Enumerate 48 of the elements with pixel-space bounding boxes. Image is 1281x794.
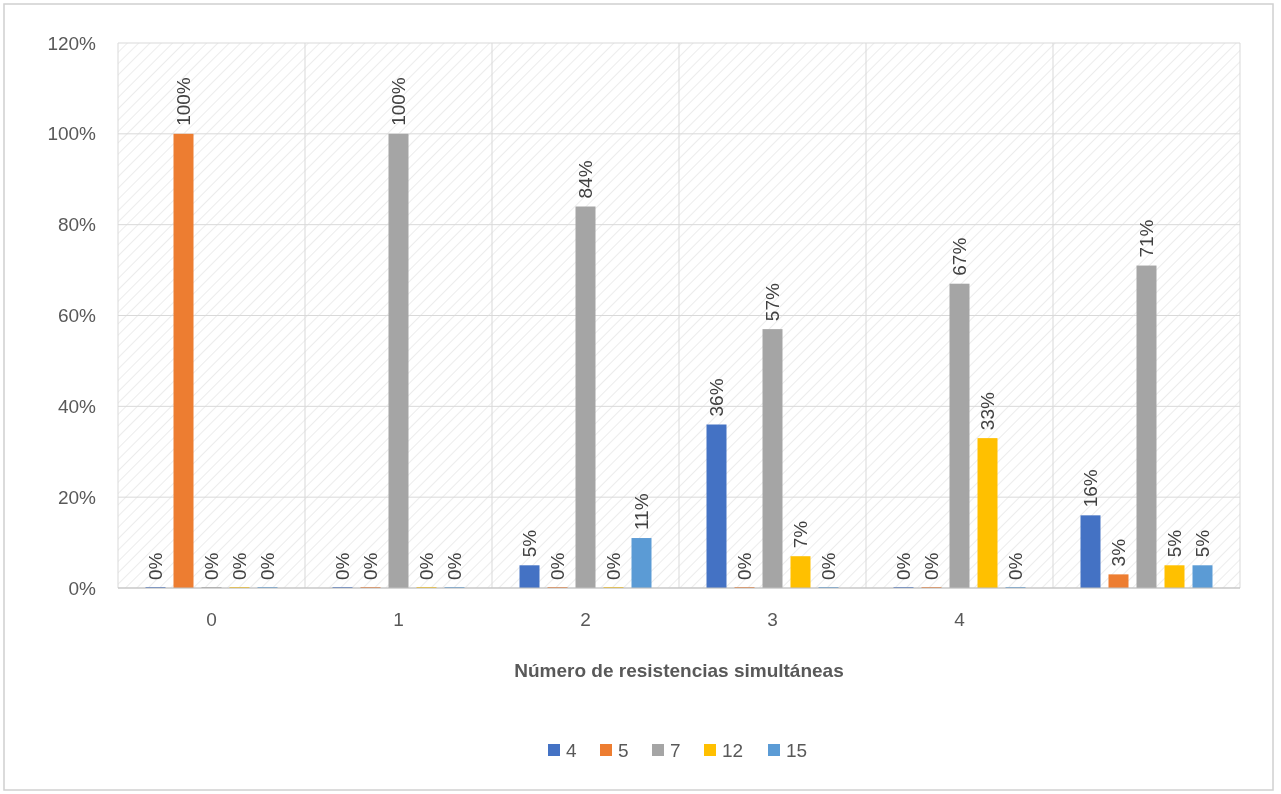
data-label: 5% [1191,529,1213,558]
y-tick-label: 80% [57,214,97,236]
data-label: 0% [228,552,250,580]
legend-label: 15 [786,739,808,761]
x-axis-title: Número de resistencias simultáneas [514,660,844,681]
y-tick-label: 60% [57,305,97,327]
y-tick-label: 120% [47,32,97,54]
data-label: 5% [1163,529,1185,558]
legend-label: 4 [566,739,577,761]
data-label: 5% [518,529,540,558]
data-label: 0% [256,552,278,580]
data-label: 0% [602,552,624,580]
data-label: 0% [443,552,465,580]
data-label: 0% [359,552,381,580]
data-label: 67% [948,237,970,276]
y-tick-label: 100% [47,123,97,145]
y-tick-label: 0% [68,577,97,599]
data-label: 0% [1004,552,1026,580]
data-label: 33% [976,391,998,431]
data-label: 0% [892,552,914,580]
data-label: 0% [415,552,437,580]
data-label: 57% [761,282,783,322]
data-label: 0% [546,552,568,580]
data-label: 0% [733,552,755,580]
data-label: 0% [200,552,222,580]
y-tick-label: 20% [57,486,97,508]
data-label: 100% [172,77,194,126]
x-tick-label: 0 [206,609,217,630]
data-label: 7% [789,520,811,549]
legend-label: 7 [670,739,681,761]
data-label: 0% [144,552,166,580]
data-label: 16% [1079,469,1101,508]
data-label: 71% [1135,219,1157,258]
data-label: 3% [1107,538,1129,567]
y-tick-label: 40% [57,395,97,417]
x-tick-label: 4 [954,609,966,630]
data-label: 84% [574,160,596,199]
data-label: 0% [817,552,839,580]
data-label: 11% [630,493,652,531]
legend-label: 5 [618,739,629,761]
x-tick-label: 3 [767,609,778,630]
legend-label: 12 [722,739,744,761]
data-label: 0% [920,552,942,580]
x-tick-label: 2 [580,609,591,630]
x-tick-label: 1 [393,609,404,630]
data-label: 0% [331,552,353,580]
data-label: 100% [387,77,409,126]
data-label: 36% [705,378,727,417]
